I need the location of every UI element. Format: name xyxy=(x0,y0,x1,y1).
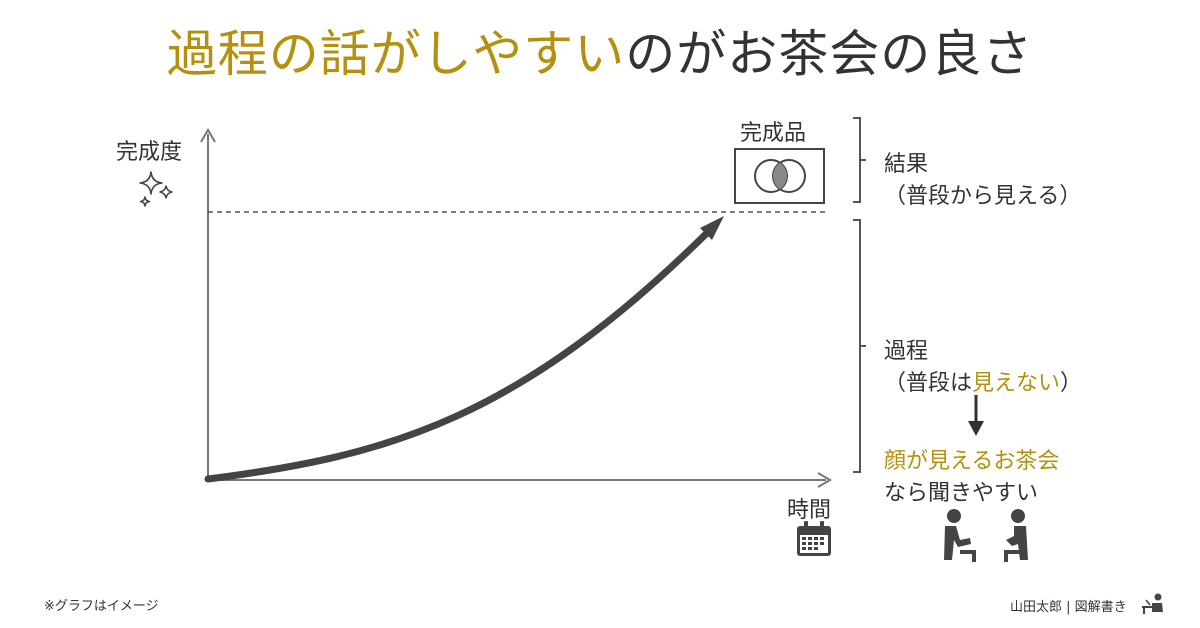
seated-people-icon xyxy=(944,509,1028,562)
process-note-highlight: 見えない xyxy=(972,371,1061,396)
calendar-icon xyxy=(797,521,831,556)
sparkle-icon xyxy=(139,171,173,207)
result-bracket xyxy=(853,117,861,203)
process-note-suffix: ） xyxy=(1060,371,1083,396)
product-label: 完成品 xyxy=(740,121,807,146)
growth-curve xyxy=(204,226,714,483)
process-note: （普段は見えない） xyxy=(884,365,1082,397)
y-axis-arrowhead xyxy=(200,128,216,143)
credit: 山田太郎 | 図解書き xyxy=(1010,600,1127,615)
result-note: （普段から見える） xyxy=(884,184,1082,209)
x-axis-arrowhead xyxy=(817,472,832,488)
growth-arrowhead xyxy=(700,216,724,240)
footnote: ※グラフはイメージ xyxy=(44,599,159,614)
process-note-prefix: （普段は xyxy=(884,371,973,396)
process-label: 過程 xyxy=(884,339,929,364)
process-bracket xyxy=(853,219,861,473)
title-rest: のがお茶会の良さ xyxy=(625,25,1034,83)
page-title: 過程の話がしやすいのがお茶会の良さ xyxy=(0,18,1200,90)
y-axis-label: 完成度 xyxy=(116,140,183,165)
conclusion-text: なら聞きやすい xyxy=(884,481,1039,506)
title-highlight: 過程の話がしやすい xyxy=(166,25,626,83)
conclusion-highlight: 顔が見えるお茶会 xyxy=(884,449,1060,474)
writer-icon xyxy=(1142,593,1163,614)
venn-icon xyxy=(754,159,806,193)
x-axis-label: 時間 xyxy=(787,498,832,523)
result-label: 結果 xyxy=(884,152,929,177)
